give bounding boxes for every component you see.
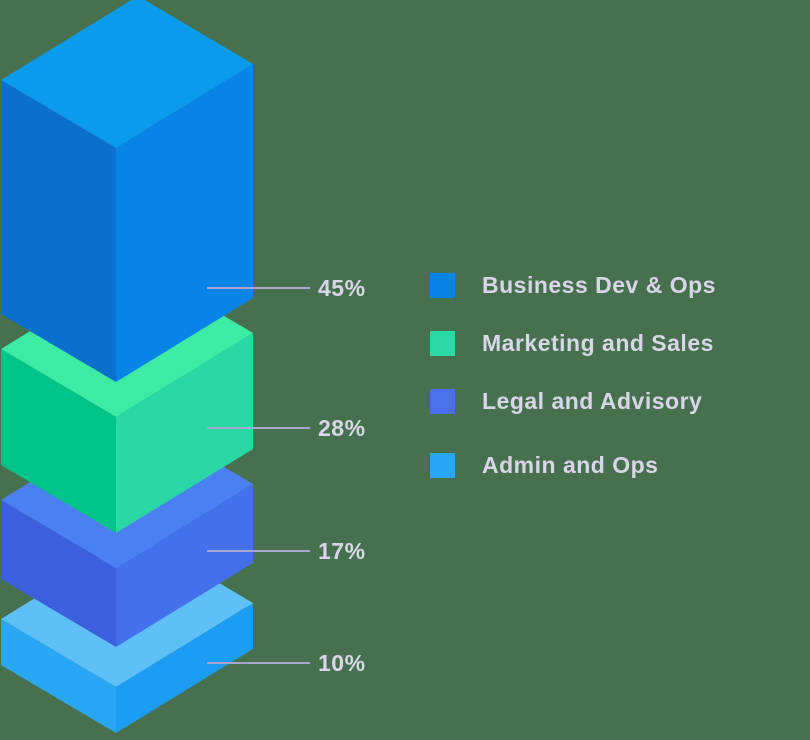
- bar-segment-marketing-and-sales-left-face: [1, 349, 116, 533]
- legend-item-admin-and-ops: Admin and Ops: [430, 452, 716, 479]
- bar-segment-business-dev-ops-top-face: [1, 0, 253, 148]
- legend-item-business-dev-ops: Business Dev & Ops: [430, 272, 716, 299]
- legend-label-marketing-and-sales: Marketing and Sales: [482, 330, 714, 356]
- legend-label-legal-and-advisory: Legal and Advisory: [482, 388, 703, 414]
- value-label-marketing-and-sales: 28%: [318, 415, 366, 441]
- bar-segment-legal-and-advisory-right-face: [116, 484, 253, 647]
- value-label-legal-and-advisory: 17%: [318, 538, 366, 564]
- bar-segment-admin-and-ops-left-face: [1, 619, 116, 733]
- legend-label-admin-and-ops: Admin and Ops: [482, 452, 659, 478]
- bar-segment-admin-and-ops-right-face: [116, 603, 253, 733]
- value-label-admin-and-ops: 10%: [318, 650, 366, 676]
- bar-segment-marketing-and-sales-right-face: [116, 333, 253, 533]
- bar-segment-business-dev-ops-left-face: [1, 80, 116, 382]
- value-label-business-dev-ops: 45%: [318, 275, 366, 301]
- legend-label-business-dev-ops: Business Dev & Ops: [482, 272, 716, 298]
- legend-swatch-legal-and-advisory: [430, 389, 455, 414]
- legend-swatch-admin-and-ops: [430, 453, 455, 478]
- legend-swatch-marketing-and-sales: [430, 331, 455, 356]
- legend-item-legal-and-advisory: Legal and Advisory: [430, 388, 716, 415]
- legend-item-marketing-and-sales: Marketing and Sales: [430, 330, 716, 357]
- bar-segment-business-dev-ops-right-face: [116, 64, 253, 382]
- bar-segment-legal-and-advisory-left-face: [1, 500, 116, 647]
- legend-swatch-business-dev-ops: [430, 273, 455, 298]
- legend: Business Dev & Ops Marketing and Sales L…: [430, 272, 716, 479]
